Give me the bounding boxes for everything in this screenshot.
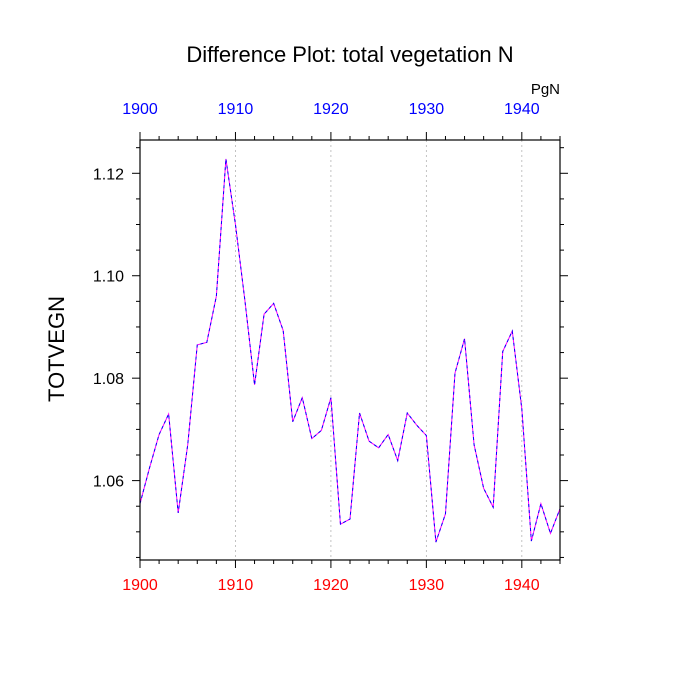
x-gridlines <box>235 140 523 560</box>
y-tick-label: 1.08 <box>93 371 124 388</box>
series-group <box>139 158 561 543</box>
x-tick-label-top: 1910 <box>218 101 254 118</box>
x-tick-label-bottom: 1930 <box>409 577 445 594</box>
x-tick-label-bottom: 1940 <box>504 577 540 594</box>
y-tick-label: 1.06 <box>93 474 124 491</box>
y-tick-label: 1.12 <box>93 166 124 183</box>
x-tick-label-top: 1920 <box>313 101 349 118</box>
series-line-dashed <box>139 158 561 543</box>
y-axis-label: TOTVEGN <box>44 296 69 402</box>
axis-tick-labels: 1900 1900 1910 1910 1920 1920 1930 1930 1940 1940… <box>93 101 540 594</box>
y-tick-label: 1.10 <box>93 269 124 286</box>
x-tick-label-bottom: 1920 <box>313 577 349 594</box>
units-label: PgN <box>531 81 560 98</box>
x-tick-label-top: 1940 <box>504 101 540 118</box>
series-line-base <box>139 158 561 543</box>
x-tick-label-top: 1900 <box>122 101 158 118</box>
chart-title: Difference Plot: total vegetation N <box>186 42 513 67</box>
axis-ticks <box>132 132 568 568</box>
x-tick-label-bottom: 1900 <box>122 577 158 594</box>
plot-frame <box>139 139 561 561</box>
x-tick-label-bottom: 1910 <box>218 577 254 594</box>
x-tick-label-top: 1930 <box>409 101 445 118</box>
